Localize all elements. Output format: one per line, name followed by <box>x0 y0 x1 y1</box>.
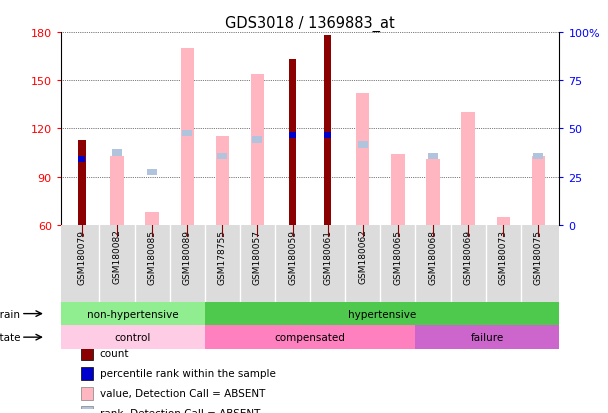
Text: GSM180073: GSM180073 <box>499 229 508 284</box>
Text: GSM180061: GSM180061 <box>323 229 332 284</box>
Bar <box>182 131 192 137</box>
Bar <box>81 367 93 380</box>
Text: compensated: compensated <box>275 332 345 342</box>
Bar <box>324 36 331 225</box>
Text: GSM180085: GSM180085 <box>148 229 157 284</box>
Bar <box>497 217 510 225</box>
Text: strain: strain <box>0 309 21 319</box>
Bar <box>216 137 229 225</box>
Bar <box>205 325 415 349</box>
Bar <box>289 132 296 139</box>
Bar <box>358 142 368 148</box>
Bar <box>147 169 157 176</box>
Text: control: control <box>114 332 151 342</box>
Bar <box>61 325 205 349</box>
Text: GSM178755: GSM178755 <box>218 229 227 284</box>
Bar <box>356 94 370 225</box>
Text: GSM180065: GSM180065 <box>393 229 402 284</box>
Bar <box>250 75 264 225</box>
Text: disease state: disease state <box>0 332 21 342</box>
Bar <box>78 157 85 163</box>
Text: percentile rank within the sample: percentile rank within the sample <box>100 369 275 379</box>
Text: GSM180057: GSM180057 <box>253 229 262 284</box>
Bar <box>81 406 93 413</box>
Text: value, Detection Call = ABSENT: value, Detection Call = ABSENT <box>100 388 265 398</box>
Bar <box>428 153 438 159</box>
Text: GSM180062: GSM180062 <box>358 229 367 284</box>
Bar <box>78 140 86 225</box>
Text: GSM180059: GSM180059 <box>288 229 297 284</box>
Bar <box>461 113 475 225</box>
Text: count: count <box>100 348 129 358</box>
Bar <box>110 157 123 225</box>
Bar <box>391 155 404 225</box>
Bar <box>289 60 296 225</box>
Bar <box>252 137 262 144</box>
Title: GDS3018 / 1369883_at: GDS3018 / 1369883_at <box>225 16 395 32</box>
Bar <box>218 153 227 159</box>
Bar <box>81 387 93 400</box>
Text: GSM180075: GSM180075 <box>534 229 543 284</box>
Bar <box>61 302 205 325</box>
Text: GSM180082: GSM180082 <box>112 229 122 284</box>
Bar <box>205 302 559 325</box>
Bar <box>145 212 159 225</box>
Bar <box>531 157 545 225</box>
Bar <box>81 347 93 360</box>
Text: non-hypertensive: non-hypertensive <box>87 309 179 319</box>
Bar <box>415 325 559 349</box>
Bar <box>112 150 122 157</box>
Text: hypertensive: hypertensive <box>348 309 416 319</box>
Text: GSM180069: GSM180069 <box>463 229 472 284</box>
Bar <box>324 132 331 139</box>
Text: GSM180068: GSM180068 <box>429 229 438 284</box>
Text: failure: failure <box>471 332 504 342</box>
Bar <box>181 49 194 225</box>
Bar <box>533 153 543 159</box>
Text: GSM180089: GSM180089 <box>182 229 192 284</box>
Text: rank, Detection Call = ABSENT: rank, Detection Call = ABSENT <box>100 408 260 413</box>
Bar <box>426 159 440 225</box>
Text: GSM180079: GSM180079 <box>77 229 86 284</box>
